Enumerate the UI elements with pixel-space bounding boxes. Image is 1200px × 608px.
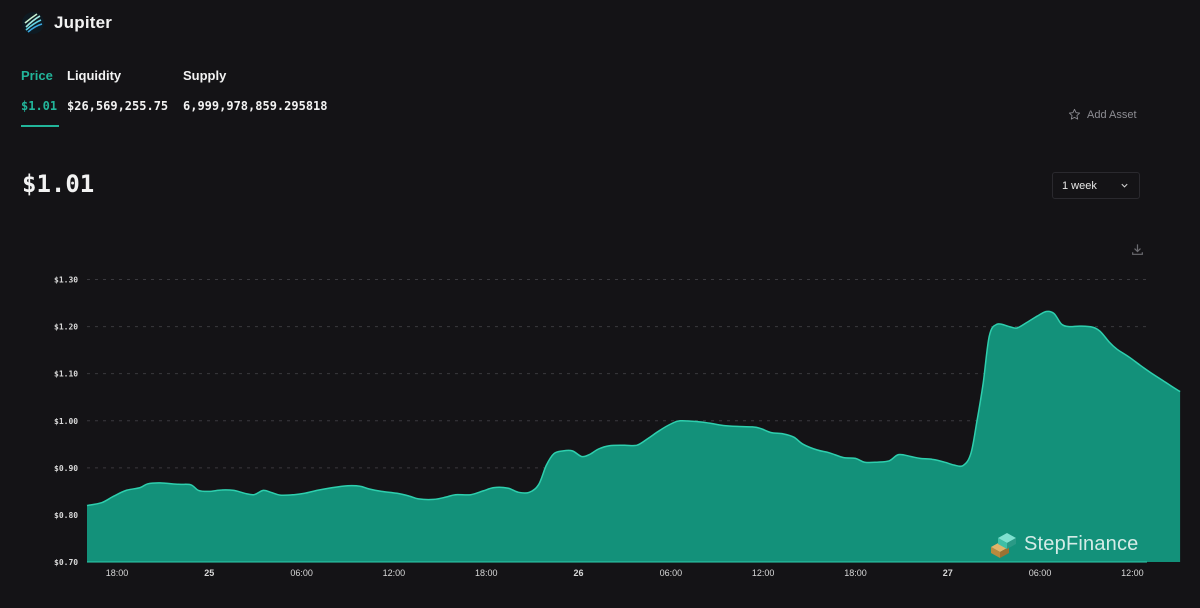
x-tick-label: 06:00 [290,568,313,578]
download-icon [1132,244,1143,255]
watermark-text: StepFinance [1024,532,1139,555]
y-tick-label: $0.90 [54,464,78,473]
tab-price[interactable]: Price [21,68,53,83]
x-tick-label: 18:00 [844,568,867,578]
stepfinance-logo-icon [991,533,1016,558]
chevron-down-icon [1121,183,1128,188]
price-line [86,310,1181,507]
x-tick-label: 18:00 [106,568,129,578]
app-header: Jupiter [22,12,112,34]
tab-supply-value: 6,999,978,859.295818 [183,99,328,113]
stepfinance-watermark: StepFinance [988,529,1139,559]
current-price: $1.01 [22,170,95,198]
y-tick-label: $1.00 [54,417,78,426]
app-title: Jupiter [54,13,113,32]
time-range-value: 1 week [1062,179,1097,192]
chart-series [86,310,1181,563]
y-tick-label: $1.30 [54,276,78,285]
x-tick-label: 06:00 [660,568,683,578]
add-asset-button[interactable]: Add Asset [1068,108,1137,121]
x-tick-label: 26 [574,568,584,578]
tab-supply[interactable]: Supply [183,68,227,83]
download-button[interactable] [1131,243,1144,261]
x-tick-label: 12:00 [1121,568,1144,578]
x-tick-label: 06:00 [1029,568,1052,578]
x-tick-label: 12:00 [383,568,406,578]
time-range-select[interactable]: 1 week [1052,172,1140,199]
y-axis: $0.70 $0.80 $0.90 $1.00 $1.10 $1.20 $1.30 [54,276,78,568]
x-tick-label: 25 [204,568,214,578]
x-tick-label: 27 [943,568,953,578]
x-tick-label: 12:00 [752,568,775,578]
y-tick-label: $1.20 [54,323,78,332]
price-area [87,311,1181,562]
active-tab-underline [21,125,59,127]
star-icon [1068,108,1081,120]
x-tick-label: 18:00 [475,568,498,578]
tab-liquidity[interactable]: Liquidity [67,68,122,83]
jupiter-logo-icon [22,12,44,34]
tab-liquidity-value: $26,569,255.75 [67,99,169,113]
y-tick-label: $0.80 [54,511,78,520]
add-asset-label: Add Asset [1087,108,1137,121]
y-tick-label: $0.70 [54,558,78,567]
tab-price-value: $1.01 [21,99,58,113]
y-tick-label: $1.10 [54,370,78,379]
x-axis: 18:00 25 06:00 12:00 18:00 26 06:00 12:00 18:00 2… [106,568,1144,578]
